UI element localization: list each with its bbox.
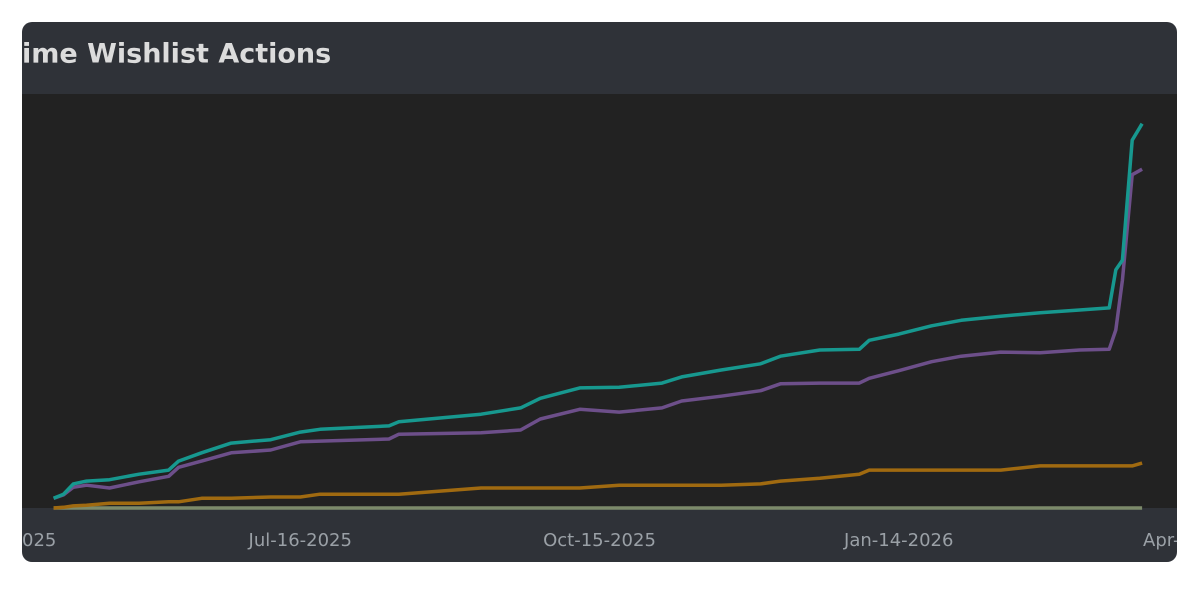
x-tick-label: Jan-14-2026 — [843, 530, 953, 551]
x-tick-label: Oct-15-2025 — [543, 530, 656, 551]
series-line — [52, 122, 1144, 500]
x-tick-label: Jul-16-2025 — [248, 530, 352, 551]
x-tick-label: Apr- — [1143, 530, 1179, 551]
x-tick-label: 025 — [22, 530, 56, 551]
chart-title: ime Wishlist Actions — [22, 39, 331, 70]
series-line — [53, 461, 1143, 510]
plot-area — [22, 94, 1177, 508]
series-line — [53, 167, 1143, 500]
